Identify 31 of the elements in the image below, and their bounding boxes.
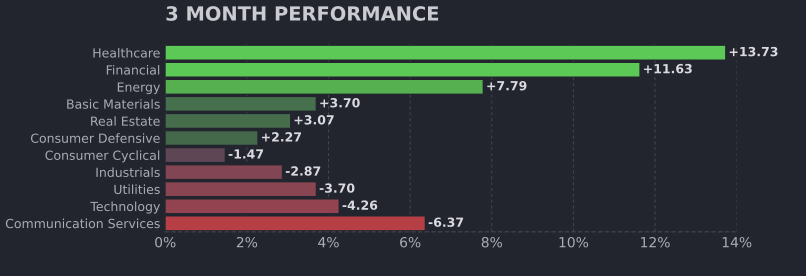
y-tick-label: Industrials — [96, 167, 160, 178]
y-tick-label: Basic Materials — [67, 99, 160, 109]
data-label: +13.73 — [730, 46, 778, 56]
x-tick-label: 14% — [722, 236, 752, 248]
x-tick-label: 2% — [236, 236, 258, 248]
data-label: -6.37 — [428, 217, 464, 227]
x-tick-label: 8% — [482, 236, 502, 248]
y-tick-label: Real Estate — [91, 116, 160, 126]
x-tick-label: 4% — [318, 236, 339, 248]
chart-title: 3 MONTH PERFORMANCE — [166, 6, 438, 21]
x-tick-label: 10% — [560, 236, 588, 248]
y-tick-label: Financial — [106, 65, 160, 75]
y-tick-label: Utilities — [114, 184, 160, 194]
data-label: +3.07 — [294, 115, 334, 125]
y-tick-label: Communication Services — [6, 218, 160, 228]
data-label: +2.27 — [262, 132, 301, 142]
data-label: -2.87 — [286, 166, 320, 176]
y-tick-label: Technology — [90, 202, 160, 214]
x-tick-label: 12% — [641, 236, 670, 248]
x-tick-label: 6% — [400, 236, 420, 248]
data-label: +3.70 — [320, 98, 360, 108]
data-label: +11.63 — [644, 64, 692, 74]
x-tick-label: 0% — [155, 236, 176, 248]
data-label: -3.70 — [320, 183, 354, 193]
y-tick-label: Healthcare — [93, 48, 160, 58]
y-tick-label: Consumer Defensive — [30, 133, 160, 143]
data-label: -1.47 — [228, 149, 264, 159]
data-label: +7.79 — [487, 81, 526, 90]
y-tick-label: Energy — [118, 82, 160, 94]
data-label: -4.26 — [342, 200, 378, 210]
y-tick-label: Consumer Cyclical — [45, 150, 160, 162]
